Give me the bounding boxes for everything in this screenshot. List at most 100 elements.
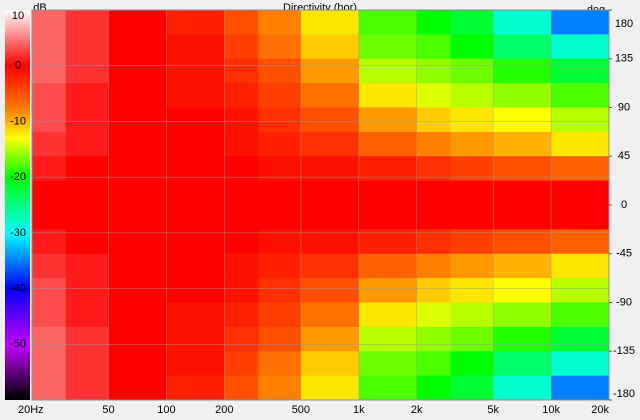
heat-cell bbox=[166, 34, 225, 60]
y-tick-label: -90 bbox=[616, 296, 632, 308]
heat-cell bbox=[166, 58, 225, 84]
heat-cell bbox=[65, 34, 110, 60]
y-tick-label: -135 bbox=[613, 345, 635, 357]
heat-cell bbox=[166, 107, 225, 133]
heat-cell bbox=[65, 326, 110, 352]
heat-cell bbox=[258, 375, 302, 401]
heat-cell bbox=[65, 351, 110, 377]
heat-cell bbox=[493, 58, 552, 84]
colorbar-tick-label: -50 bbox=[10, 338, 26, 350]
heat-cell bbox=[258, 278, 302, 303]
heat-cell bbox=[224, 107, 259, 133]
heat-cell bbox=[450, 107, 494, 133]
heat-cell bbox=[65, 83, 110, 108]
heat-cell bbox=[108, 351, 167, 377]
heat-cell bbox=[358, 83, 418, 108]
heat-cell bbox=[32, 83, 67, 108]
heat-cell bbox=[416, 351, 452, 377]
heat-cell bbox=[224, 83, 259, 108]
heat-cell bbox=[493, 205, 552, 230]
heat-cell bbox=[258, 34, 302, 60]
heat-cell bbox=[166, 326, 225, 352]
heat-cell bbox=[551, 375, 610, 401]
heat-cell bbox=[108, 10, 167, 35]
y-tick-label: 180 bbox=[615, 18, 633, 30]
heat-cell bbox=[108, 253, 167, 279]
heat-cell bbox=[450, 253, 494, 279]
heat-cell bbox=[300, 375, 360, 401]
heat-cell bbox=[258, 229, 302, 255]
heat-cell bbox=[450, 34, 494, 60]
heat-cell bbox=[358, 58, 418, 84]
heat-cell bbox=[300, 302, 360, 328]
heat-cell bbox=[224, 278, 259, 303]
heat-cell bbox=[32, 58, 67, 84]
heat-cell bbox=[493, 180, 552, 206]
heat-cell bbox=[224, 58, 259, 84]
heat-cell bbox=[416, 58, 452, 84]
heat-cell bbox=[32, 34, 67, 60]
heat-cell bbox=[416, 131, 452, 157]
heat-cell bbox=[358, 351, 418, 377]
x-tick-label: 2k bbox=[411, 404, 423, 416]
heat-cell bbox=[551, 326, 610, 352]
heat-cell bbox=[358, 253, 418, 279]
heat-cell bbox=[108, 107, 167, 133]
x-tick-label: 100 bbox=[157, 404, 175, 416]
heat-cell bbox=[32, 10, 67, 35]
heat-cell bbox=[551, 83, 610, 108]
heat-cell bbox=[65, 180, 110, 206]
colorbar-tick-label: -10 bbox=[10, 115, 26, 127]
heat-cell bbox=[358, 302, 418, 328]
heat-cell bbox=[258, 131, 302, 157]
heat-cell bbox=[358, 278, 418, 303]
heat-cell bbox=[493, 10, 552, 35]
y-tick-label: -45 bbox=[616, 248, 632, 260]
colorbar-tick-label: 10 bbox=[12, 10, 24, 22]
x-tick-label: 20k bbox=[591, 404, 609, 416]
heat-cell bbox=[224, 326, 259, 352]
heat-cell bbox=[258, 180, 302, 206]
heat-cell bbox=[108, 58, 167, 84]
x-tick-label: 20Hz bbox=[18, 404, 44, 416]
heat-cell bbox=[224, 302, 259, 328]
heat-cell bbox=[65, 10, 110, 35]
heat-cell bbox=[32, 131, 67, 157]
heat-cell bbox=[224, 229, 259, 255]
heat-cell bbox=[358, 205, 418, 230]
heat-cell bbox=[65, 205, 110, 230]
heat-cell bbox=[493, 278, 552, 303]
heat-cell bbox=[416, 34, 452, 60]
heat-cell bbox=[493, 107, 552, 133]
heat-cell bbox=[450, 351, 494, 377]
y-tick-label: 45 bbox=[618, 150, 630, 162]
heat-cell bbox=[166, 205, 225, 230]
heat-cell bbox=[450, 375, 494, 401]
heat-cell bbox=[166, 180, 225, 206]
heat-cell bbox=[258, 58, 302, 84]
heat-cell bbox=[300, 131, 360, 157]
heat-cell bbox=[65, 278, 110, 303]
heat-cell bbox=[493, 229, 552, 255]
heat-cell bbox=[32, 180, 67, 206]
heat-cell bbox=[551, 131, 610, 157]
heat-cell bbox=[258, 302, 302, 328]
heat-cell bbox=[258, 83, 302, 108]
heat-cell bbox=[300, 253, 360, 279]
colorbar bbox=[5, 10, 30, 400]
heat-cell bbox=[358, 375, 418, 401]
heat-cell bbox=[108, 278, 167, 303]
colorbar-tick-label: -60 bbox=[10, 388, 26, 400]
heat-cell bbox=[224, 10, 259, 35]
heat-cell bbox=[300, 326, 360, 352]
heat-cell bbox=[108, 34, 167, 60]
heat-cell bbox=[32, 278, 67, 303]
heat-cell bbox=[258, 205, 302, 230]
heat-cell bbox=[224, 180, 259, 206]
x-tick-label: 200 bbox=[215, 404, 233, 416]
heat-cell bbox=[65, 131, 110, 157]
heat-cell bbox=[450, 326, 494, 352]
heat-cell bbox=[300, 107, 360, 133]
